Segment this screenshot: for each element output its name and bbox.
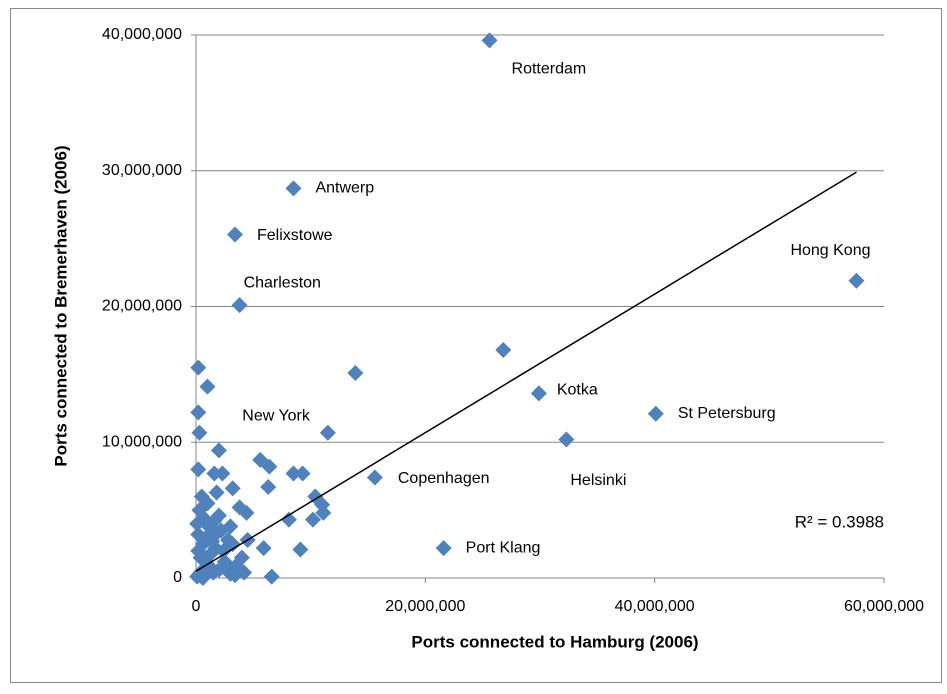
point-label: Helsinki [570,472,626,489]
trendline [195,171,857,572]
x-tick-label: 60,000,000 [844,598,924,615]
x-axis-title: Ports connected to Hamburg (2006) [411,632,698,651]
data-point [647,405,664,422]
data-point [285,180,302,197]
data-point [315,504,332,521]
data-point [194,570,211,586]
y-axis-title: Ports connected to Bremerhaven (2006) [51,145,70,466]
data-point [261,458,278,475]
data-point [304,511,321,528]
chart-frame [10,8,942,683]
data-point [231,297,248,314]
data-point [224,480,241,497]
data-point [495,341,512,358]
data-point [294,465,311,482]
point-label: Copenhagen [398,470,490,487]
point-label: St Petersburg [678,405,776,422]
y-tick-label: 30,000,000 [102,162,182,179]
data-point [197,552,214,569]
data-point [214,465,231,482]
data-point [226,567,243,584]
data-point [366,469,383,486]
data-point [208,484,225,501]
y-tick-label: 10,000,000 [102,433,182,450]
point-label: Felixstowe [257,227,333,244]
data-point [263,568,280,585]
data-point [217,556,234,573]
data-point [224,536,241,553]
point-label: Rotterdam [512,61,587,78]
data-point [210,507,227,524]
point-label: Port Klang [466,539,541,556]
data-point [292,541,309,558]
data-point [255,540,272,557]
x-tick-label: 40,000,000 [615,598,695,615]
point-label: Hong Kong [790,242,870,259]
data-point [558,431,575,448]
data-point [260,479,277,496]
data-point [233,549,250,566]
data-point [206,465,223,482]
data-point [530,385,547,402]
data-point [848,272,865,289]
data-point [285,465,302,482]
data-point [199,495,216,512]
r-squared-label: R² = 0.3988 [795,512,884,531]
data-point [226,226,243,243]
x-tick-label: 20,000,000 [385,598,465,615]
data-point [435,540,452,557]
data-point [204,533,221,550]
data-point [190,526,207,543]
data-point [238,504,255,521]
data-point [191,424,208,441]
data-point [190,461,207,478]
data-point [199,378,216,395]
y-tick-label: 0 [173,569,182,586]
data-point [347,365,364,382]
data-point [190,404,207,421]
y-tick-label: 40,000,000 [102,26,182,43]
data-point [210,442,227,459]
data-point [222,518,239,535]
y-tick-label: 20,000,000 [102,298,182,315]
point-label: New York [242,408,311,425]
point-label: Antwerp [315,180,374,197]
x-tick-label: 0 [192,598,201,615]
point-label: Kotka [557,382,598,399]
point-label: Charleston [244,274,321,291]
data-point [280,511,297,528]
data-point [190,359,207,376]
data-point [481,32,498,49]
data-point [319,424,336,441]
